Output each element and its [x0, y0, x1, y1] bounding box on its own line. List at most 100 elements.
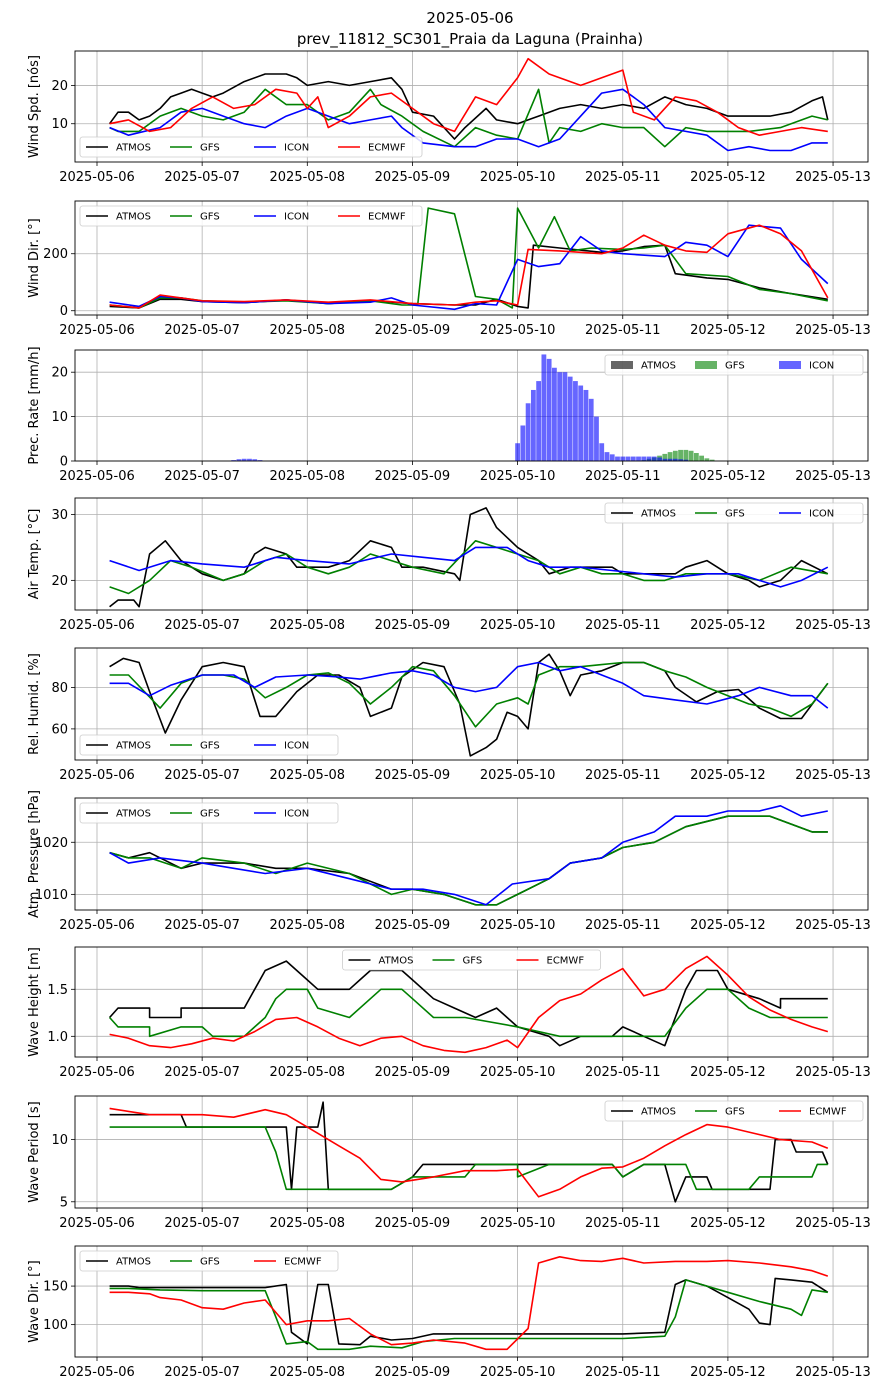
- x-tick-label: 2025-05-11: [585, 1216, 661, 1231]
- x-tick-label: 2025-05-11: [585, 618, 661, 633]
- x-tick-label: 2025-05-11: [585, 1065, 661, 1080]
- wind-direction-frame: [74, 200, 869, 316]
- legend-label-atmos: ATMOS: [116, 143, 151, 154]
- legend-label-atmos: ATMOS: [641, 361, 676, 372]
- atmospheric-pressure-ylabel: Atm. Pressure [hPa]: [27, 790, 42, 918]
- x-tick-label: 2025-05-06: [59, 1065, 135, 1080]
- series-line-atmos: [109, 653, 829, 757]
- x-tick-label: 2025-05-12: [690, 323, 766, 338]
- series-line-gfs: [109, 661, 829, 728]
- legend-label-gfs: GFS: [200, 1257, 220, 1268]
- x-tick-label: 2025-05-07: [164, 170, 240, 185]
- bar-icon: [662, 458, 668, 461]
- wave-direction-ylabel: Wave Dir. [°]: [27, 1260, 42, 1343]
- relative-humidity-legend: ATMOS GFS ICON: [79, 734, 339, 756]
- wind-direction-panel: 0 200 2025-05-06 2025-05-07 2025-05-08 2025-0…: [27, 200, 871, 338]
- legend-swatch-atmos: [611, 361, 633, 369]
- x-tick-label: 2025-05-06: [59, 1365, 135, 1380]
- legend-swatch-gfs: [695, 361, 717, 369]
- x-tick-label: 2025-05-06: [59, 323, 135, 338]
- x-tick-label: 2025-05-07: [164, 1065, 240, 1080]
- x-tick-label: 2025-05-07: [164, 1365, 240, 1380]
- legend-label-gfs: GFS: [200, 212, 220, 223]
- legend-label-icon: ICON: [284, 741, 309, 752]
- legend-label-atmos: ATMOS: [116, 809, 151, 820]
- legend-label-ecmwf: ECMWF: [368, 212, 406, 223]
- wave-direction-plot-area: [109, 1256, 829, 1351]
- x-tick-label: 2025-05-13: [795, 918, 871, 933]
- series-line-ecmwf: [109, 57, 828, 136]
- wind-speed-ylabel: Wind Spd. [nós]: [27, 55, 42, 158]
- wave-height-ylabel: Wave Height [m]: [27, 947, 42, 1057]
- legend-label-icon: ICON: [284, 143, 309, 154]
- y-tick-label: 10: [51, 410, 68, 425]
- x-tick-label: 2025-05-07: [164, 469, 240, 484]
- y-tick-label: 1010: [35, 888, 68, 903]
- x-tick-label: 2025-05-10: [480, 1065, 556, 1080]
- bar-icon: [625, 456, 631, 461]
- bar-icon: [646, 456, 652, 461]
- wind-direction-ylabel: Wind Dir. [°]: [27, 218, 42, 298]
- bar-icon: [651, 456, 657, 461]
- atmospheric-pressure-frame: [74, 797, 869, 911]
- bar-icon: [594, 416, 599, 461]
- wave-period-ylabel: Wave Period [s]: [27, 1101, 42, 1202]
- legend-label-atmos: ATMOS: [116, 1257, 151, 1268]
- y-tick-label: 20: [51, 574, 68, 589]
- x-tick-label: 2025-05-06: [59, 918, 135, 933]
- x-tick-label: 2025-05-08: [270, 918, 346, 933]
- wind-speed-frame: [74, 50, 869, 163]
- y-tick-label: 150: [43, 1280, 68, 1295]
- wave-period-frame: [74, 1095, 869, 1209]
- x-tick-label: 2025-05-13: [795, 1065, 871, 1080]
- legend-label-gfs: GFS: [200, 809, 220, 820]
- legend-label-gfs: GFS: [463, 956, 483, 967]
- x-tick-label: 2025-05-08: [270, 323, 346, 338]
- bar-icon: [541, 354, 547, 461]
- wave-height-legend: ATMOS GFS ECMWF: [342, 949, 601, 971]
- series-line-atmos: [109, 1277, 829, 1346]
- wave-height-frame: [74, 946, 869, 1058]
- y-tick-label: 1020: [35, 836, 68, 851]
- wave-height-plot-area: [109, 955, 829, 1054]
- y-tick-label: 100: [43, 1318, 68, 1333]
- legend-label-icon: ICON: [809, 509, 834, 520]
- series-line-icon: [109, 224, 829, 311]
- series-line-gfs: [109, 1126, 828, 1191]
- x-tick-label: 2025-05-07: [164, 1216, 240, 1231]
- series-line-ecmwf: [109, 955, 829, 1054]
- legend-label-icon: ICON: [284, 212, 309, 223]
- bar-icon: [247, 458, 252, 461]
- legend-label-ecmwf: ECMWF: [809, 1107, 847, 1118]
- bar-icon: [641, 456, 647, 461]
- x-tick-label: 2025-05-10: [480, 1365, 556, 1380]
- series-line-ecmwf: [109, 1256, 829, 1351]
- legend-box: [604, 502, 864, 524]
- legend-box: [342, 949, 601, 971]
- wave-height-panel: 1.0 1.5 2025-05-06 2025-05-07 2025-05-08 2025…: [27, 946, 871, 1080]
- wave-period-panel: 5 10 2025-05-06 2025-05-07 2025-05-08 2025-05…: [27, 1095, 871, 1231]
- bar-icon: [241, 458, 247, 461]
- series-line-gfs: [109, 88, 828, 148]
- legend-label-atmos: ATMOS: [379, 956, 414, 967]
- bar-icon: [546, 358, 552, 461]
- legend-label-gfs: GFS: [725, 1107, 745, 1118]
- figure-title-station: prev_11812_SC301_Praia da Laguna (Prainh…: [296, 30, 644, 48]
- series-line-icon: [109, 661, 829, 709]
- x-tick-label: 2025-05-13: [795, 323, 871, 338]
- legend-label-atmos: ATMOS: [116, 212, 151, 223]
- x-tick-label: 2025-05-13: [795, 469, 871, 484]
- y-tick-label: 20: [51, 366, 68, 381]
- wave-period-legend: ATMOS GFS ECMWF: [604, 1100, 864, 1122]
- legend-label-atmos: ATMOS: [641, 1107, 676, 1118]
- x-tick-label: 2025-05-09: [375, 469, 451, 484]
- legend-box: [79, 1250, 339, 1272]
- x-tick-label: 2025-05-07: [164, 618, 240, 633]
- legend-label-gfs: GFS: [725, 509, 745, 520]
- series-line-gfs: [109, 540, 828, 595]
- y-tick-label: 30: [51, 508, 68, 523]
- bar-gfs: [683, 449, 689, 461]
- x-tick-label: 2025-05-08: [270, 469, 346, 484]
- legend-box: [604, 1100, 864, 1122]
